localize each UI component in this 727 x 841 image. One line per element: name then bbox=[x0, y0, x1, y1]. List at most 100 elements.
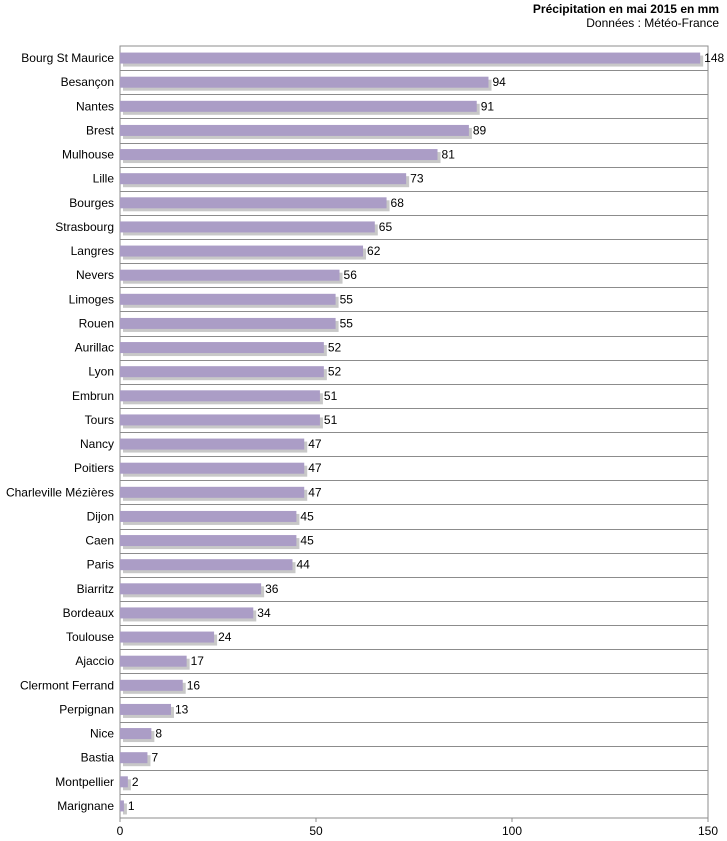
value-label: 73 bbox=[410, 172, 424, 186]
bar bbox=[120, 269, 340, 281]
category-label: Poitiers bbox=[74, 461, 114, 475]
bar bbox=[120, 342, 324, 354]
bar bbox=[120, 486, 305, 498]
value-label: 24 bbox=[218, 630, 232, 644]
category-label: Ajaccio bbox=[75, 654, 114, 668]
bar bbox=[120, 197, 387, 209]
x-tick-label: 100 bbox=[502, 824, 522, 838]
bar bbox=[120, 76, 489, 88]
category-label: Paris bbox=[87, 558, 114, 572]
category-label: Besançon bbox=[61, 75, 114, 89]
x-tick-label: 150 bbox=[698, 824, 718, 838]
bar bbox=[120, 776, 128, 788]
bar bbox=[120, 607, 254, 619]
category-label: Embrun bbox=[72, 389, 114, 403]
bar bbox=[120, 173, 407, 185]
category-label: Strasbourg bbox=[55, 220, 114, 234]
value-label: 47 bbox=[308, 461, 322, 475]
value-label: 45 bbox=[300, 509, 314, 523]
value-label: 52 bbox=[328, 365, 342, 379]
value-label: 51 bbox=[324, 389, 338, 403]
bar-shadow bbox=[123, 803, 127, 815]
category-label: Langres bbox=[71, 244, 114, 258]
value-label: 94 bbox=[492, 75, 506, 89]
value-label: 68 bbox=[391, 196, 405, 210]
value-label: 2 bbox=[132, 775, 139, 789]
bar bbox=[120, 655, 187, 667]
chart-subtitle: Données : Météo-France bbox=[586, 16, 719, 30]
category-label: Lyon bbox=[88, 365, 114, 379]
value-label: 44 bbox=[296, 558, 310, 572]
bar bbox=[120, 366, 324, 378]
value-label: 89 bbox=[473, 123, 487, 137]
value-label: 55 bbox=[340, 316, 354, 330]
category-label: Aurillac bbox=[75, 341, 114, 355]
value-label: 47 bbox=[308, 485, 322, 499]
category-label: Charleville Mézières bbox=[6, 485, 114, 499]
bar bbox=[120, 752, 148, 764]
category-label: Nice bbox=[90, 727, 114, 741]
value-label: 52 bbox=[328, 341, 342, 355]
value-label: 47 bbox=[308, 437, 322, 451]
category-label: Marignane bbox=[57, 799, 114, 813]
category-label: Mulhouse bbox=[62, 148, 114, 162]
bar bbox=[120, 535, 297, 547]
category-label: Bourges bbox=[69, 196, 114, 210]
value-label: 13 bbox=[175, 702, 189, 716]
chart-title: Précipitation en mai 2015 en mm bbox=[532, 2, 719, 16]
bar bbox=[120, 631, 215, 643]
bar bbox=[120, 703, 171, 715]
value-label: 17 bbox=[191, 654, 205, 668]
bar bbox=[120, 317, 336, 329]
bar bbox=[120, 438, 305, 450]
value-label: 36 bbox=[265, 582, 279, 596]
value-label: 81 bbox=[442, 148, 456, 162]
value-label: 16 bbox=[187, 678, 201, 692]
bar bbox=[120, 510, 297, 522]
bar bbox=[120, 221, 375, 233]
bar bbox=[120, 100, 477, 112]
bar bbox=[120, 583, 262, 595]
value-label: 1 bbox=[128, 799, 135, 813]
category-label: Nantes bbox=[76, 99, 114, 113]
category-label: Bourg St Maurice bbox=[21, 51, 114, 65]
category-label: Rouen bbox=[79, 316, 114, 330]
value-label: 34 bbox=[257, 606, 271, 620]
value-label: 62 bbox=[367, 244, 381, 258]
value-label: 51 bbox=[324, 413, 338, 427]
value-label: 56 bbox=[344, 268, 358, 282]
value-label: 7 bbox=[151, 751, 158, 765]
category-label: Bordeaux bbox=[63, 606, 114, 620]
bar bbox=[120, 800, 124, 812]
category-label: Perpignan bbox=[59, 702, 114, 716]
category-label: Bastia bbox=[81, 751, 115, 765]
category-label: Toulouse bbox=[66, 630, 114, 644]
bar bbox=[120, 124, 469, 136]
category-label: Tours bbox=[85, 413, 114, 427]
bar bbox=[120, 728, 152, 740]
bar bbox=[120, 462, 305, 474]
x-tick-label: 0 bbox=[117, 824, 124, 838]
category-label: Nevers bbox=[76, 268, 114, 282]
value-label: 45 bbox=[300, 534, 314, 548]
category-label: Nancy bbox=[80, 437, 114, 451]
bar bbox=[120, 679, 183, 691]
category-label: Dijon bbox=[87, 509, 114, 523]
value-label: 65 bbox=[379, 220, 393, 234]
bar bbox=[120, 245, 364, 257]
x-tick-label: 50 bbox=[309, 824, 323, 838]
category-label: Lille bbox=[93, 172, 115, 186]
category-label: Brest bbox=[86, 123, 115, 137]
bar bbox=[120, 390, 320, 402]
bar bbox=[120, 414, 320, 426]
value-label: 91 bbox=[481, 99, 495, 113]
value-label: 8 bbox=[155, 727, 162, 741]
category-label: Limoges bbox=[69, 292, 114, 306]
bar bbox=[120, 559, 293, 571]
value-label: 148 bbox=[704, 51, 724, 65]
bar bbox=[120, 149, 438, 161]
category-label: Biarritz bbox=[77, 582, 114, 596]
category-label: Caen bbox=[85, 534, 114, 548]
bar bbox=[120, 52, 701, 64]
